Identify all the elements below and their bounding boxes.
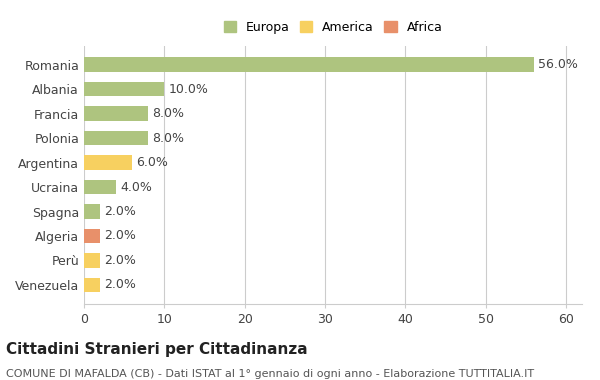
Text: Cittadini Stranieri per Cittadinanza: Cittadini Stranieri per Cittadinanza xyxy=(6,342,308,357)
Bar xyxy=(84,204,100,219)
Bar xyxy=(84,229,100,243)
Bar xyxy=(84,180,116,195)
Bar xyxy=(84,253,100,268)
Text: 2.0%: 2.0% xyxy=(104,279,136,291)
Text: 8.0%: 8.0% xyxy=(152,107,184,120)
Text: 4.0%: 4.0% xyxy=(120,180,152,193)
Bar xyxy=(84,106,148,121)
Text: COMUNE DI MAFALDA (CB) - Dati ISTAT al 1° gennaio di ogni anno - Elaborazione TU: COMUNE DI MAFALDA (CB) - Dati ISTAT al 1… xyxy=(6,369,534,378)
Bar xyxy=(84,57,534,72)
Bar xyxy=(84,277,100,292)
Text: 2.0%: 2.0% xyxy=(104,205,136,218)
Text: 2.0%: 2.0% xyxy=(104,254,136,267)
Bar xyxy=(84,82,164,97)
Text: 10.0%: 10.0% xyxy=(169,83,208,96)
Text: 56.0%: 56.0% xyxy=(538,58,578,71)
Bar xyxy=(84,131,148,146)
Text: 2.0%: 2.0% xyxy=(104,230,136,242)
Bar xyxy=(84,155,132,170)
Legend: Europa, America, Africa: Europa, America, Africa xyxy=(223,21,443,34)
Text: 8.0%: 8.0% xyxy=(152,131,184,145)
Text: 6.0%: 6.0% xyxy=(136,156,168,169)
